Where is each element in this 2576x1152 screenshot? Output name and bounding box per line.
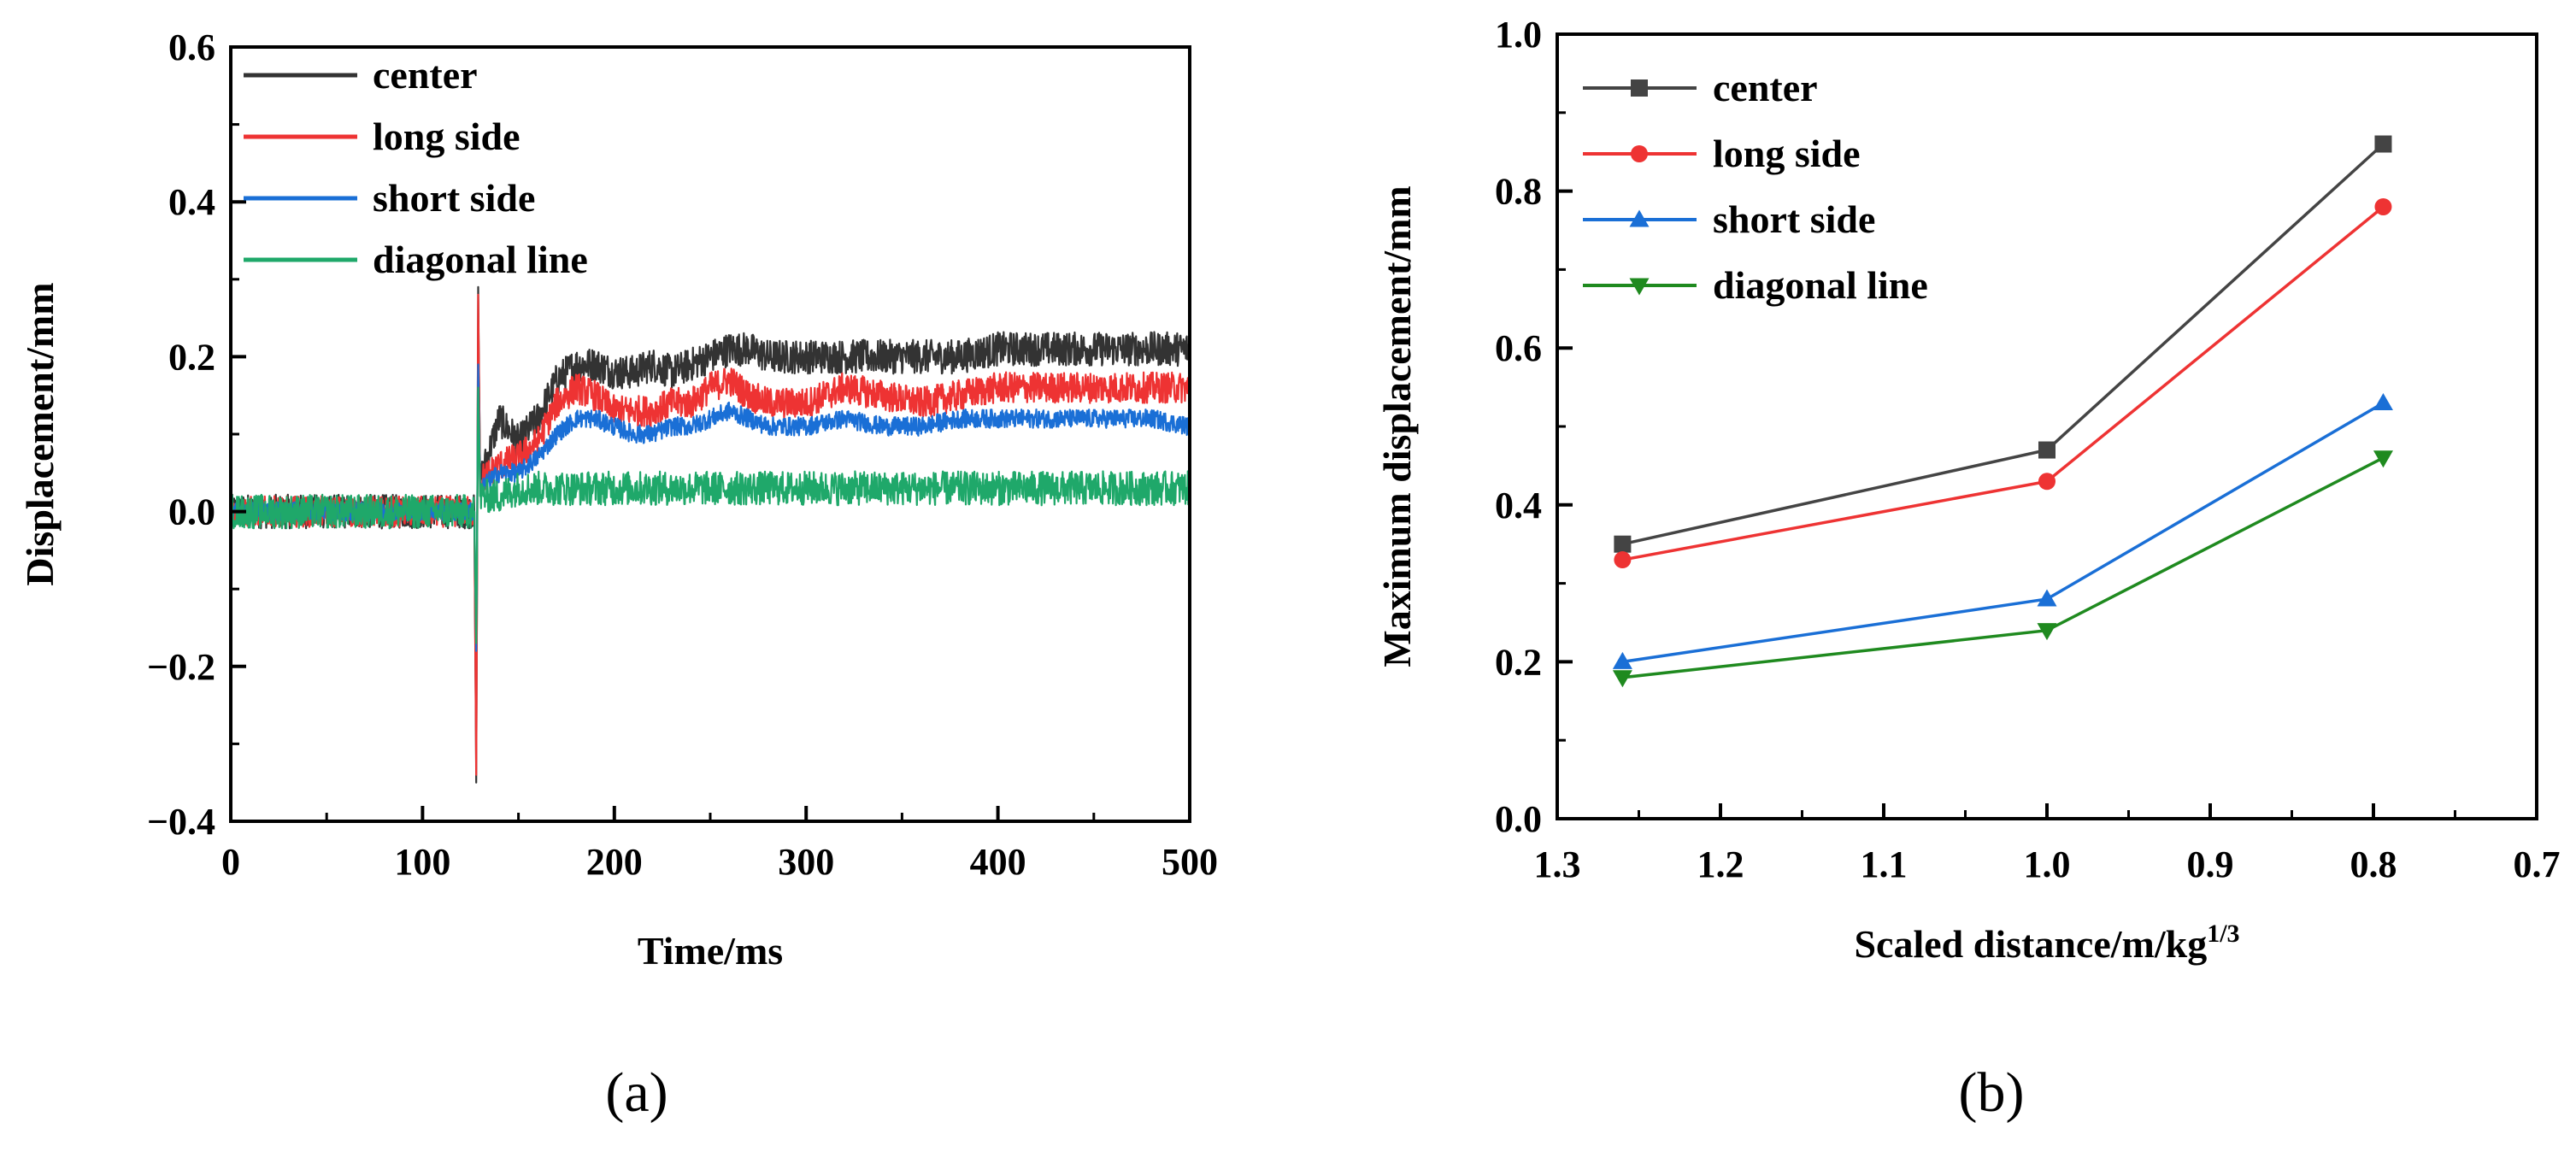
- panel-a-y-tick-label: 0.6: [168, 26, 215, 68]
- panel-a-x-tick-label: 100: [394, 841, 450, 883]
- panel-b-legend: center long side short side diagonal line: [1583, 66, 1928, 307]
- panel-b-point-short-side: [2373, 392, 2393, 410]
- panel-a-y-tick-label: 0.4: [168, 181, 215, 223]
- panel-b-series-line-long-side: [1622, 205, 2385, 561]
- panel-b-x-tick-label: 0.9: [2187, 843, 2234, 885]
- panel-b-y-tick-label: 0.6: [1495, 327, 1542, 369]
- panel-a-legend-label-center: center: [373, 53, 478, 97]
- panel-b-point-long-side: [2038, 473, 2056, 491]
- panel-a-legend-label-long-side: long side: [373, 115, 520, 158]
- panel-b-y-tick-label: 1.0: [1495, 14, 1542, 56]
- panel-b-point-diagonal-line: [2037, 623, 2057, 641]
- panel-a-x-tick-label: 500: [1162, 841, 1218, 883]
- panel-b-series-line-short-side: [1622, 401, 2385, 664]
- panel-a-x-tick-label: 400: [970, 841, 1026, 883]
- panel-a-chart: 0 100 200 300 400 500 −0.4 −0.2 0.0 0.2 0.4 0.6 Tim…: [18, 26, 1218, 1124]
- panel-a-y-tick-label: −0.4: [147, 801, 215, 843]
- panel-a-y-tick-label: 0.0: [168, 491, 215, 533]
- panel-b-x-axis-title: Scaled distance/m/kg1/3: [1854, 920, 2239, 966]
- panel-a-x-axis-title: Time/ms: [638, 929, 783, 973]
- panel-b-x-tick-label: 1.0: [2024, 843, 2071, 885]
- panel-a-plot-frame: [229, 45, 1191, 823]
- panel-b-point-diagonal-line: [1612, 670, 1632, 688]
- panel-b-x-tick-label: 1.1: [1861, 843, 1908, 885]
- panel-b-point-long-side: [2374, 197, 2392, 215]
- panel-b-legend-marker-long-side: [1631, 145, 1648, 162]
- panel-b-label: (b): [1959, 1061, 2025, 1124]
- panel-b-y-tick-label: 0.8: [1495, 171, 1542, 213]
- panel-b-x-tick-label: 0.8: [2350, 843, 2397, 885]
- panel-a-y-tick-label: −0.2: [147, 646, 215, 688]
- panel-b-y-tick-label: 0.4: [1495, 485, 1542, 526]
- panel-b-legend-label-short-side: short side: [1713, 197, 1875, 241]
- panel-b-point-center: [2038, 441, 2056, 459]
- panel-b-point-center: [2374, 135, 2392, 153]
- panel-b-point-short-side: [2037, 589, 2057, 607]
- panel-a-series-long-side: [229, 293, 1191, 776]
- panel-b-legend-label-center: center: [1713, 66, 1818, 109]
- panel-b-legend-label-long-side: long side: [1713, 132, 1861, 175]
- panel-b-point-short-side: [1612, 651, 1632, 669]
- panel-b-x-tick-label: 1.2: [1697, 843, 1744, 885]
- panel-b-legend-marker-diagonal-line: [1629, 278, 1650, 296]
- panel-a-label: (a): [605, 1061, 668, 1124]
- panel-b-point-long-side: [1614, 551, 1632, 569]
- panel-b-y-axis-title: Maximum displacement/mm: [1375, 185, 1419, 667]
- panel-b-x-tick-label: 0.7: [2514, 843, 2561, 885]
- panel-a-y-tick-label: 0.2: [168, 336, 215, 378]
- panel-a-series-center: [229, 285, 1191, 784]
- panel-a-x-tick-label: 300: [778, 841, 834, 883]
- panel-a-y-axis-title: Displacement/mm: [18, 282, 62, 585]
- panel-a-series-diagonal-line: [229, 386, 1191, 644]
- panel-a-x-tick-label: 200: [586, 841, 643, 883]
- panel-b-y-tick-label: 0.2: [1495, 641, 1542, 683]
- panel-b-point-diagonal-line: [2373, 450, 2393, 468]
- panel-b-x-axis-title-main: Scaled distance/m/kg: [1854, 922, 2207, 966]
- panel-b-y-tick-label: 0.0: [1495, 798, 1542, 840]
- panel-b-point-center: [1614, 535, 1632, 553]
- panel-b-chart: 1.3 1.2 1.1 1.0 0.9 0.8 0.70.00.20.40.60.81.0 …: [1375, 14, 2561, 1124]
- panel-a-x-tick-label: 0: [221, 841, 240, 883]
- panel-a-legend: center long side short side diagonal line: [244, 53, 588, 281]
- panel-b-x-axis-title-superscript: 1/3: [2207, 920, 2239, 948]
- panel-a-legend-label-short-side: short side: [373, 176, 535, 220]
- panel-b-x-tick-label: 1.3: [1534, 843, 1581, 885]
- panel-b-legend-marker-short-side: [1629, 209, 1650, 227]
- panel-b-legend-label-diagonal-line: diagonal line: [1713, 263, 1928, 307]
- panel-b-legend-marker-center: [1631, 79, 1648, 97]
- panel-a-legend-label-diagonal-line: diagonal line: [373, 238, 588, 281]
